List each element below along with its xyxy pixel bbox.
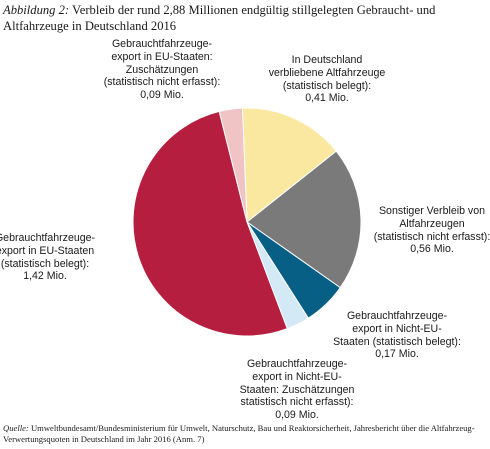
figure-caption: Abbildung 2: Verbleib der rund 2,88 Mill… [3, 2, 487, 34]
source-prefix: Quelle: [3, 423, 29, 433]
slice-label-line: 0,09 Mio. [275, 409, 319, 422]
slice-label-line: Gebrauchtfahrzeuge- [0, 232, 96, 244]
slice-label-line: Altfahrzeugen [399, 217, 465, 230]
slice-label-line: (statistisch nicht erfasst): [373, 230, 490, 243]
source-note: Quelle: Umweltbundesamt/Bundesministeriu… [3, 423, 489, 445]
slice-label-line: export in EU-Staaten: [111, 50, 213, 63]
slice-label-line: Staaten (statistisch belegt): [333, 335, 461, 348]
pie-slice-6 [218, 107, 248, 223]
pie-slice-1 [241, 107, 338, 224]
slice-label-line: export in Nicht-EU- [352, 322, 442, 335]
caption-text: Verbleib der rund 2,88 Millionen endgült… [3, 3, 436, 33]
slice-label-line: In Deutschland [291, 54, 363, 66]
slice-label-line: Sonstiger Verbleib von [378, 205, 485, 217]
slice-label-2: Sonstiger Verbleib von Altfahrzeugen (stat… [357, 205, 490, 256]
slice-label-line: 0,56 Mio. [410, 243, 454, 256]
slice-label-line: 0,17 Mio. [375, 348, 419, 361]
slice-label-1: In Deutschland verbliebene Altfahrzeuge (s… [257, 54, 397, 105]
slice-label-line: Gebrauchtfahrzeuge- [246, 358, 348, 370]
slice-label-5: Gebrauchtfahrzeuge-export in EU-Staaten(… [0, 232, 100, 283]
slice-label-line: 1,42 Mio. [23, 270, 67, 283]
slice-label-line: Gebrauchtfahrzeuge- [111, 38, 213, 50]
slice-label-line: Staaten: Zuschätzungen [239, 383, 355, 396]
slice-label-line: (statistisch belegt): [0, 257, 90, 270]
slice-label-3: Gebrauchtfahrzeuge-export in Nicht-EU- St… [322, 310, 472, 361]
slice-label-line: 0,09 Mio. [140, 89, 184, 102]
caption-prefix: Abbildung 2: [3, 3, 70, 17]
slice-label-4: Gebrauchtfahrzeuge-export in Nicht-EU- St… [222, 358, 372, 422]
source-text: Umweltbundesamt/Bundesministerium für Um… [3, 423, 475, 444]
pie-slice-2 [246, 150, 362, 289]
slice-label-6: Gebrauchtfahrzeuge-export in EU-Staaten:… [92, 38, 232, 102]
slice-label-line: export in EU-Staaten [0, 244, 95, 257]
pie-slice-5 [132, 110, 288, 337]
slice-label-line: (statistisch belegt): [282, 79, 372, 92]
slice-label-line: Gebrauchtfahrzeuge- [346, 310, 448, 322]
slice-label-line: export in Nicht-EU- [252, 370, 342, 383]
slice-label-line: 0,41 Mio. [305, 92, 349, 105]
slice-label-line: Zuschätzungen [125, 63, 199, 76]
slice-label-line: statistisch nicht erfasst): [240, 396, 354, 409]
slice-label-line: (statistisch nicht erfasst): [103, 76, 221, 89]
slice-label-line: verbliebene Altfahrzeuge [268, 66, 386, 79]
